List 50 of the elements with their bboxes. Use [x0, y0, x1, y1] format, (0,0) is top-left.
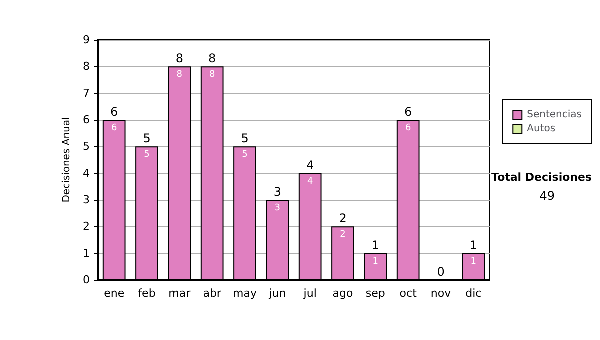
y-tick-label: 1: [83, 246, 90, 260]
total-label: 8: [176, 52, 184, 66]
y-tick-label: 7: [83, 86, 90, 100]
legend-label: Autos: [527, 124, 556, 134]
x-tick-label: dic: [466, 287, 482, 300]
y-tick-label: 2: [83, 220, 90, 234]
y-tick-label: 9: [83, 34, 90, 46]
total-label: 5: [143, 132, 151, 146]
total-label: 5: [241, 132, 249, 146]
total-label: 1: [372, 238, 380, 252]
total-label: 4: [306, 158, 314, 172]
text: Total Decisiones: [492, 171, 592, 184]
x-tick-label: oct: [400, 287, 418, 300]
data-label: 6: [111, 124, 118, 134]
x-tick-label: jul: [302, 287, 317, 300]
text: 49: [540, 189, 556, 203]
total-label: 6: [404, 105, 412, 119]
legend-label: Sentencias: [527, 110, 582, 120]
total-label: 3: [274, 185, 282, 199]
data-label: 6: [405, 124, 412, 134]
x-tick-label: may: [233, 287, 258, 300]
y-tick-label: 8: [83, 60, 90, 74]
data-label: 1: [470, 256, 477, 267]
x-tick-label: nov: [430, 287, 452, 300]
y-tick-label: 4: [83, 166, 90, 180]
data-label: 1: [372, 256, 379, 267]
total-label: 1: [470, 238, 478, 252]
x-tick-label: ago: [332, 287, 354, 300]
data-label: 5: [242, 150, 248, 160]
y-tick-label: 0: [83, 274, 90, 286]
total-label: 2: [339, 212, 347, 226]
data-label: 8: [176, 70, 183, 80]
total-label: 8: [208, 52, 216, 66]
y-tick-label: 5: [83, 140, 90, 154]
data-label: 3: [274, 204, 281, 214]
y-tick-label: 3: [83, 194, 90, 206]
y-tick-label: 6: [83, 114, 90, 126]
x-tick-label: jun: [268, 287, 286, 300]
data-label: 4: [307, 176, 314, 187]
y-axis-title: Decisiones Anual: [62, 117, 73, 203]
data-label: 8: [209, 70, 216, 80]
x-tick-label: ene: [104, 287, 125, 300]
x-tick-label: mar: [168, 287, 192, 300]
data-label: 2: [340, 230, 346, 240]
x-tick-label: abr: [203, 287, 222, 300]
total-label: 6: [110, 105, 118, 119]
total-label: 0: [437, 265, 445, 279]
data-label: 5: [144, 150, 150, 160]
x-tick-label: sep: [366, 287, 386, 300]
x-tick-label: feb: [138, 287, 156, 300]
